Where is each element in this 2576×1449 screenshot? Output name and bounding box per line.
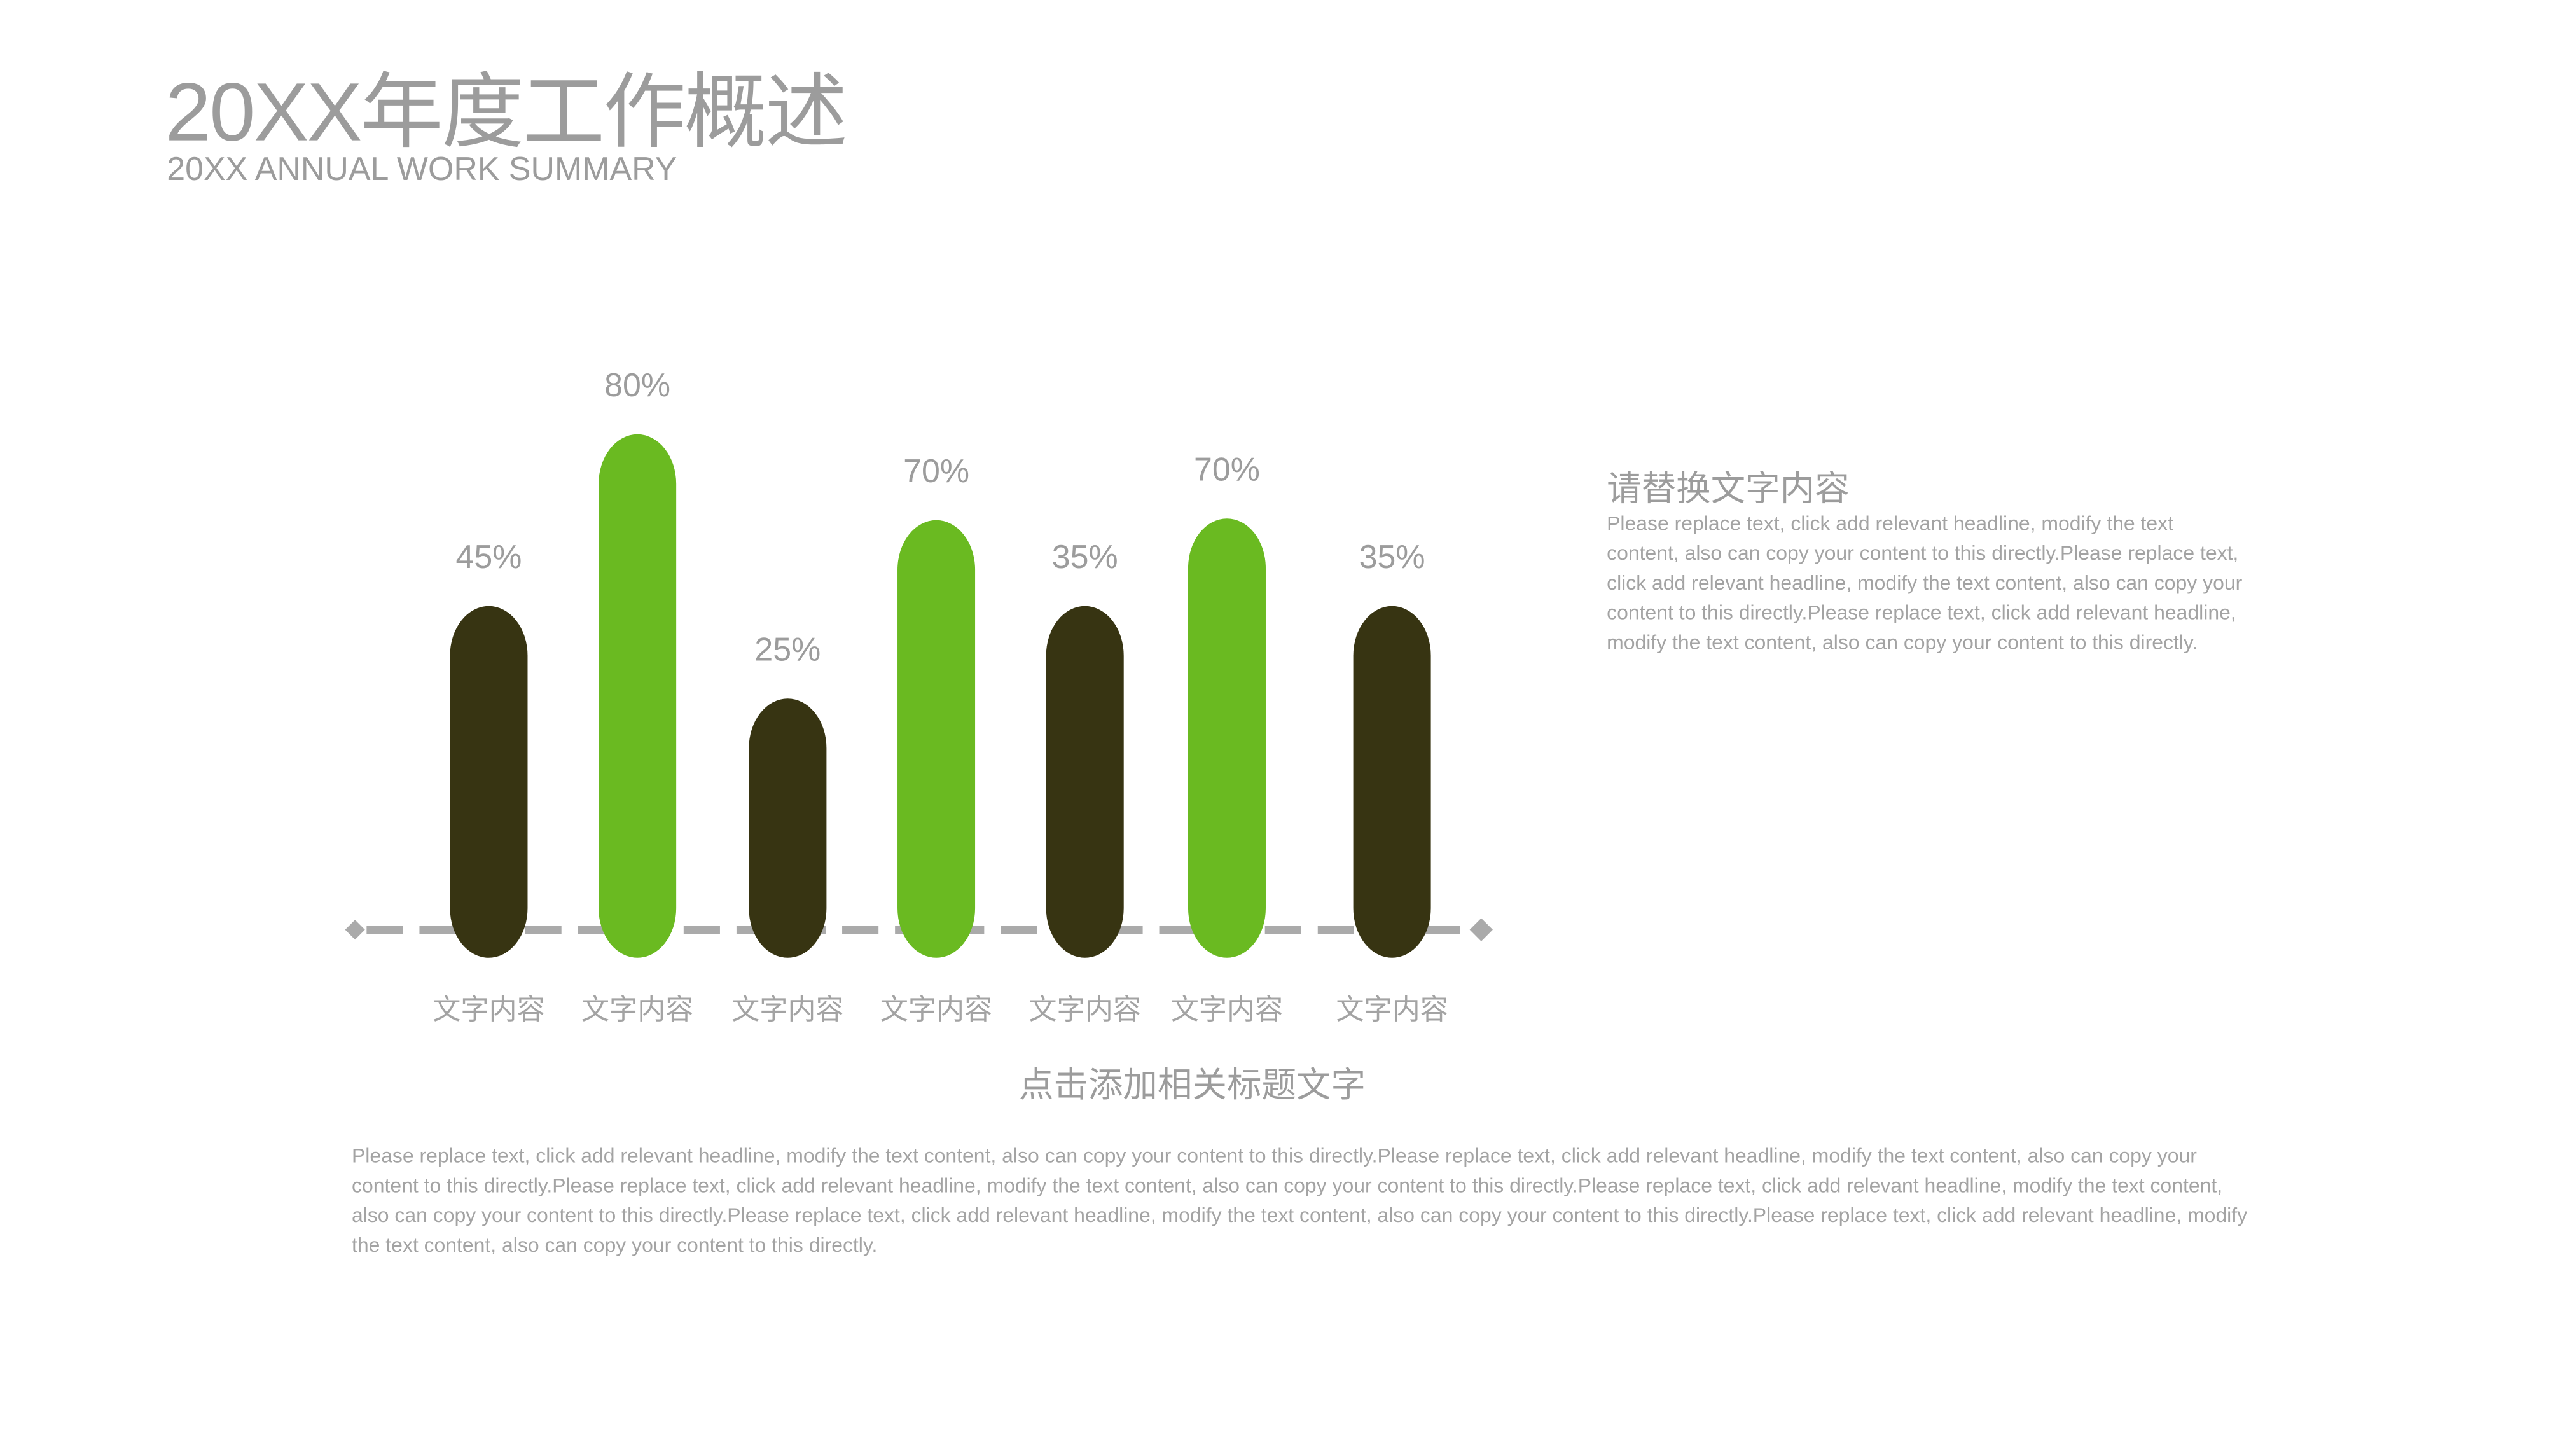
bar: [1046, 606, 1124, 958]
bar: [749, 698, 827, 958]
chart-caption: 点击添加相关标题文字: [1018, 1067, 1366, 1105]
page-title: 20XX年度工作概述: [165, 66, 848, 159]
side-description: Please replace text, click add relevant …: [1607, 511, 2243, 655]
bar: [599, 434, 677, 958]
bar: [450, 606, 528, 958]
category-label: 文字内容: [731, 994, 844, 1025]
bar-value-label: 45%: [456, 539, 522, 576]
category-label: 文字内容: [581, 994, 694, 1025]
bar-value-label: 25%: [754, 631, 821, 668]
bar-value-label: 35%: [1052, 539, 1118, 576]
bar-value-label: 35%: [1359, 539, 1425, 576]
bar: [1188, 518, 1266, 958]
axis-right-diamond-icon: [1469, 918, 1493, 941]
axis-left-diamond-icon: [345, 920, 365, 940]
bar: [1353, 606, 1431, 958]
bar-value-label: 70%: [903, 453, 969, 490]
bar-value-label: 80%: [604, 367, 670, 404]
bar: [897, 520, 976, 958]
bottom-description: Please replace text, click add relevant …: [351, 1144, 2248, 1257]
category-label: 文字内容: [433, 994, 545, 1025]
category-label: 文字内容: [1171, 994, 1284, 1025]
side-heading: 请替换文字内容: [1607, 470, 1850, 509]
page-subtitle: 20XX ANNUAL WORK SUMMARY: [167, 151, 677, 188]
category-label: 文字内容: [880, 994, 993, 1025]
bar-value-label: 70%: [1194, 451, 1260, 488]
category-label: 文字内容: [1028, 994, 1141, 1025]
category-label: 文字内容: [1336, 994, 1448, 1025]
